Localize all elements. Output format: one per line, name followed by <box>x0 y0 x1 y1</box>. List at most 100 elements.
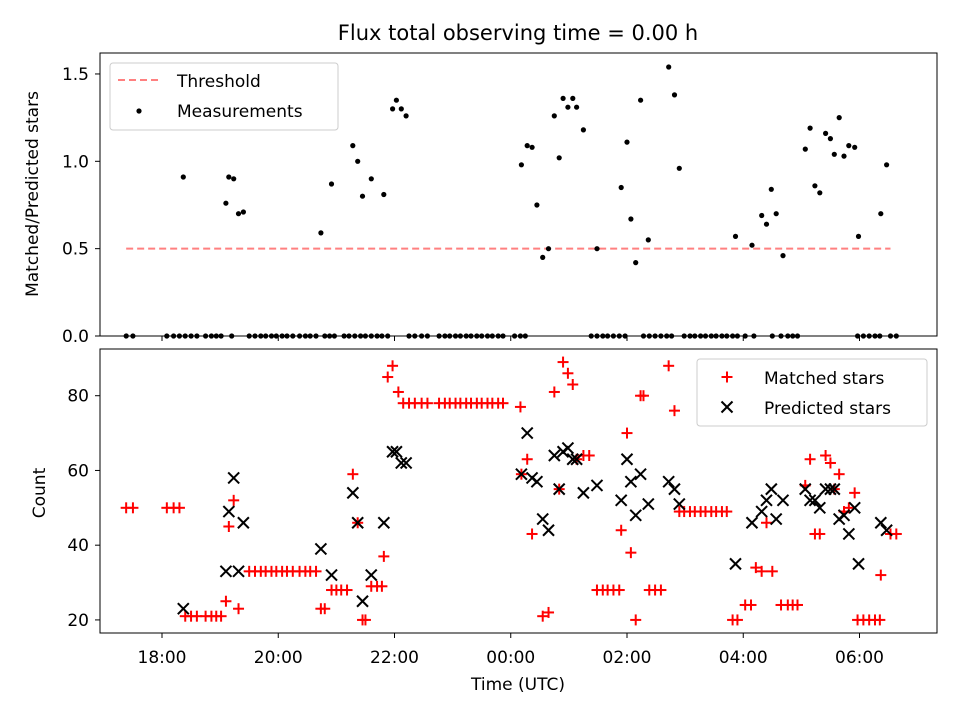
matched-star-point <box>127 502 139 514</box>
bottom-y-tick-label: 20 <box>67 611 89 631</box>
matched-star-point <box>761 517 772 529</box>
legend-predicted-label: Predicted stars <box>764 399 891 419</box>
measurement-point <box>524 143 530 149</box>
legend-plus-marker <box>721 371 733 383</box>
cross-stroke <box>314 542 328 556</box>
cross-stroke <box>765 482 778 496</box>
legend-cross-marker <box>720 400 734 414</box>
bottom-y-tick-label: 60 <box>67 461 89 481</box>
predicted-star-point <box>521 426 534 440</box>
cross-stroke <box>720 400 734 414</box>
matched-star-point <box>583 450 595 461</box>
measurement-point <box>381 191 387 198</box>
measurement-point <box>328 181 335 187</box>
cross-stroke <box>222 505 236 518</box>
legend-threshold-label: Threshold <box>176 72 261 92</box>
matched-star-point <box>804 453 816 465</box>
x-axis-label: Time (UTC) <box>470 675 565 695</box>
legend-measurements-swatch <box>136 108 142 114</box>
predicted-star-point <box>842 527 856 541</box>
matched-star-point <box>750 562 762 574</box>
predicted-star-point <box>566 453 579 466</box>
bottom-marks <box>120 356 902 626</box>
bottom-legend: Matched stars Predicted stars <box>696 358 928 427</box>
measurement-point <box>534 202 540 208</box>
measurement-point <box>390 106 396 112</box>
matched-star-point <box>378 550 390 562</box>
predicted-star-point <box>852 557 865 571</box>
cross-stroke <box>395 456 408 470</box>
cross-stroke <box>842 527 856 541</box>
top-y-tick-label: 1.5 <box>62 65 89 85</box>
predicted-star-point <box>662 475 675 488</box>
measurement-point <box>807 125 813 131</box>
cross-stroke <box>237 516 250 529</box>
measurement-point <box>878 211 884 217</box>
cross-stroke <box>521 426 534 440</box>
predicted-star-point <box>542 524 555 537</box>
measurement-point <box>671 92 678 98</box>
measurement-point <box>556 155 562 161</box>
predicted-star-point <box>668 482 681 496</box>
cross-stroke <box>662 475 675 488</box>
cross-stroke <box>570 453 583 466</box>
measurement-point <box>580 127 587 133</box>
cross-stroke <box>561 441 575 455</box>
legend-matched-label: Matched stars <box>764 369 884 389</box>
predicted-star-point <box>799 482 812 496</box>
predicted-star-point <box>673 497 686 511</box>
measurement-point <box>633 260 639 266</box>
predicted-star-point <box>237 516 250 529</box>
predicted-star-point <box>729 557 742 571</box>
measurement-point <box>570 95 576 101</box>
measurement-point <box>518 162 525 168</box>
matched-star-point <box>387 360 399 372</box>
cross-stroke <box>673 497 686 511</box>
matched-star-point <box>613 584 625 596</box>
measurement-point <box>732 233 739 239</box>
measurement-point <box>855 233 862 239</box>
predicted-star-point <box>828 482 841 496</box>
measurement-point <box>350 143 356 149</box>
measurement-point <box>240 209 246 215</box>
predicted-star-point <box>629 509 642 522</box>
matched-star-point <box>521 453 533 465</box>
predicted-star-point <box>351 516 364 529</box>
cross-stroke <box>536 512 549 526</box>
legend-measurements-label: Measurements <box>177 102 303 122</box>
matched-star-point <box>655 584 667 596</box>
matched-star-point <box>548 386 560 398</box>
top-x-ticks <box>161 336 860 341</box>
cross-stroke <box>776 494 790 507</box>
cross-stroke <box>577 486 590 500</box>
matched-star-point <box>875 569 887 581</box>
measurement-point <box>223 200 229 206</box>
cross-stroke <box>351 516 364 529</box>
matched-star-point <box>543 606 555 618</box>
cross-stroke <box>566 453 579 466</box>
bottom-x-axis: 18:00 20:00 22:00 00:00 02:00 04:00 06:00 <box>138 633 884 668</box>
measurement-point <box>318 230 324 236</box>
matched-star-point <box>814 528 826 540</box>
cross-stroke <box>390 445 403 458</box>
cross-stroke <box>232 565 245 578</box>
cross-stroke <box>624 475 638 488</box>
predicted-star-point <box>399 456 413 470</box>
predicted-star-point <box>365 568 378 582</box>
cross-stroke <box>346 486 360 500</box>
cross-stroke <box>377 516 391 529</box>
predicted-star-point <box>614 494 628 507</box>
matched-star-point <box>615 524 627 536</box>
predicted-star-point <box>808 494 822 507</box>
legend-matched-swatch <box>721 371 733 383</box>
matched-star-point <box>514 401 526 413</box>
matched-star-point <box>625 547 637 559</box>
x-tick-label: 22:00 <box>370 648 419 668</box>
cross-stroke <box>227 471 240 485</box>
predicted-star-point <box>642 497 655 511</box>
matched-star-point <box>228 494 240 506</box>
measurement-point <box>235 211 242 217</box>
measurement-point <box>817 190 823 196</box>
legend-predicted-swatch <box>720 400 734 414</box>
matched-star-point <box>341 584 353 596</box>
